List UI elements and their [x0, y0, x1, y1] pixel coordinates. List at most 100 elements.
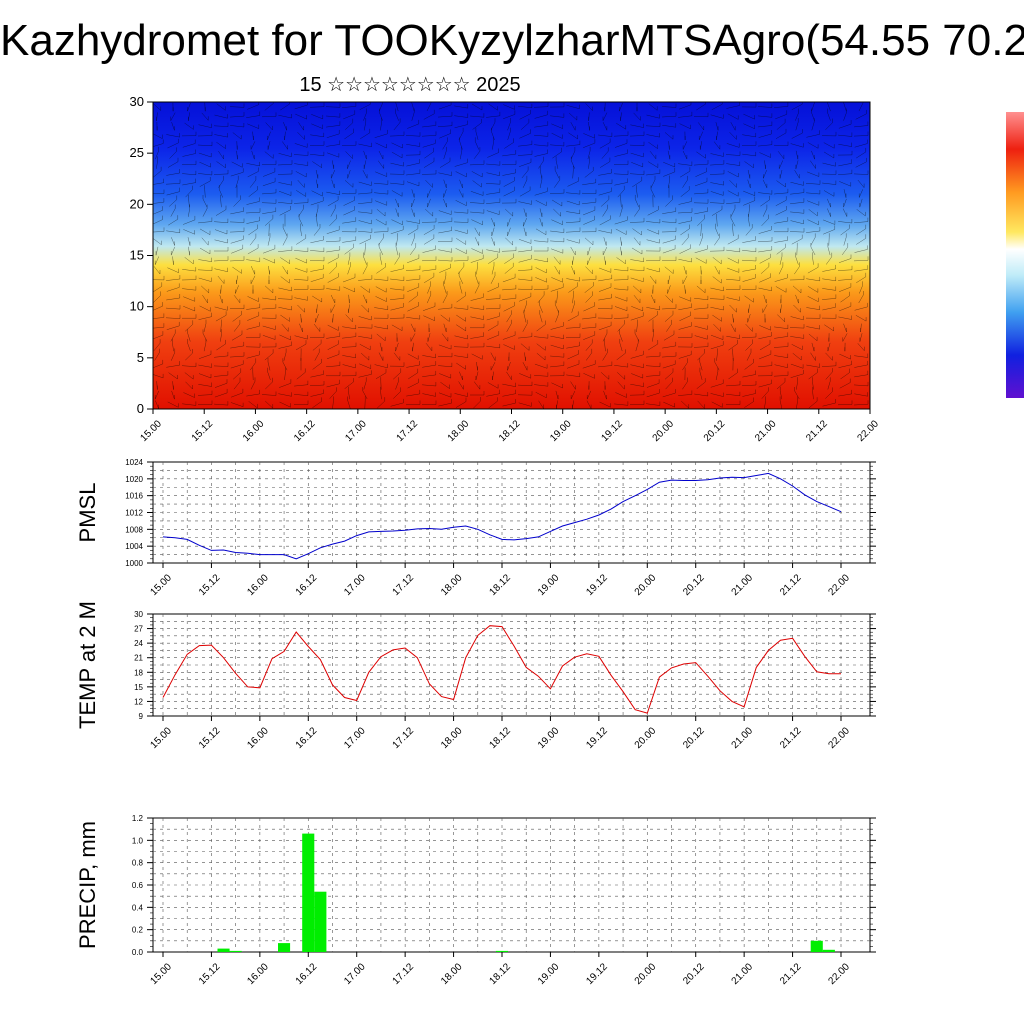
y-tick-label: 25 — [130, 145, 144, 160]
y-tick-label: 12 — [134, 697, 143, 706]
x-tick-label: 15.00 — [138, 418, 164, 444]
y-tick-label: 5 — [137, 350, 144, 365]
color-scale-bar — [1006, 112, 1024, 398]
x-tick-label: 17.00 — [342, 572, 368, 598]
y-tick-label: 20 — [130, 196, 144, 211]
x-tick-label: 21.12 — [778, 725, 804, 751]
x-tick-label: 19.12 — [584, 572, 610, 598]
x-tick-label: 18.12 — [487, 725, 513, 751]
y-tick-label: 30 — [130, 94, 144, 109]
y-tick-label: 1.0 — [132, 836, 144, 845]
x-tick-label: 21.12 — [804, 418, 830, 444]
y-tick-label: 9 — [139, 712, 144, 721]
grid — [153, 818, 870, 952]
x-tick-label: 20.00 — [633, 961, 659, 987]
x-tick-label: 22.00 — [826, 961, 852, 987]
y-tick-label: 24 — [134, 639, 143, 648]
y-tick-label: 0.8 — [132, 859, 144, 868]
x-tick-label: 18.12 — [487, 572, 513, 598]
heatmap-field — [153, 102, 870, 409]
x-tick-label: 18.00 — [439, 961, 465, 987]
y-tick-label: 1000 — [125, 559, 143, 568]
x-tick-label: 16.12 — [294, 725, 320, 751]
y-tick-label: 1008 — [125, 525, 143, 534]
y-tick-label: 10 — [130, 299, 144, 314]
x-tick-label: 15.00 — [148, 961, 174, 987]
x-tick-label: 20.12 — [681, 961, 707, 987]
wind-vectors — [153, 102, 869, 409]
chart-title: Kazhydromet for TOOKyzylzharMTSAgro(54.5… — [0, 16, 1024, 65]
y-axis-label: TEMP at 2 M — [75, 601, 100, 729]
x-tick-label: 21.00 — [730, 572, 756, 598]
y-tick-label: 21 — [134, 654, 143, 663]
x-tick-label: 21.00 — [730, 961, 756, 987]
x-tick-label: 19.00 — [536, 572, 562, 598]
x-tick-label: 20.12 — [702, 418, 728, 444]
x-tick-label: 20.12 — [681, 725, 707, 751]
chart-subtitle: 15 ☆☆☆☆☆☆☆☆ 2025 — [299, 74, 521, 96]
x-tick-label: 18.12 — [497, 418, 523, 444]
precip-bar — [314, 891, 327, 952]
x-tick-label: 17.12 — [395, 418, 421, 444]
y-tick-label: 0.0 — [132, 948, 144, 957]
y-tick-label: 15 — [134, 683, 143, 692]
wind-vector-overlay — [153, 102, 869, 409]
x-tick-label: 17.12 — [391, 572, 417, 598]
pmsl-line — [162, 472, 842, 560]
y-axis-label: PMSL — [75, 483, 100, 543]
precip-bar — [229, 950, 242, 952]
grid — [153, 462, 870, 563]
precip-bar — [810, 940, 823, 952]
x-tick-label: 16.12 — [294, 572, 320, 598]
x-tick-label: 17.12 — [391, 961, 417, 987]
y-tick-label: 1.2 — [132, 814, 144, 823]
x-tick-label: 17.00 — [342, 725, 368, 751]
x-tick-label: 15.12 — [197, 572, 223, 598]
x-tick-label: 20.00 — [633, 725, 659, 751]
y-tick-label: 0.6 — [132, 881, 144, 890]
x-tick-label: 18.12 — [487, 961, 513, 987]
x-tick-label: 16.00 — [245, 725, 271, 751]
x-tick-label: 16.00 — [245, 961, 271, 987]
y-tick-label: 1004 — [125, 542, 143, 551]
y-tick-label: 1016 — [125, 492, 143, 501]
x-tick-label: 21.00 — [730, 725, 756, 751]
x-tick-label: 16.00 — [245, 572, 271, 598]
x-tick-label: 18.00 — [446, 418, 472, 444]
precip-bar — [217, 948, 230, 952]
x-tick-label: 21.12 — [778, 572, 804, 598]
x-tick-label: 22.00 — [855, 418, 881, 444]
y-tick-label: 18 — [134, 668, 143, 677]
x-tick-label: 22.00 — [826, 725, 852, 751]
temp-line — [162, 625, 841, 714]
x-tick-label: 16.12 — [292, 418, 318, 444]
x-tick-label: 21.00 — [753, 418, 779, 444]
precip-bar — [278, 943, 291, 952]
x-tick-label: 20.00 — [651, 418, 677, 444]
x-tick-label: 16.00 — [241, 418, 267, 444]
y-tick-label: 0 — [137, 401, 144, 416]
x-tick-label: 19.00 — [536, 961, 562, 987]
y-tick-label: 1020 — [125, 475, 143, 484]
x-tick-label: 19.00 — [548, 418, 574, 444]
x-tick-label: 22.00 — [826, 572, 852, 598]
x-tick-label: 18.00 — [439, 725, 465, 751]
x-tick-label: 17.00 — [343, 418, 369, 444]
y-tick-label: 1024 — [125, 458, 143, 467]
x-tick-label: 20.12 — [681, 572, 707, 598]
x-tick-label: 21.12 — [778, 961, 804, 987]
x-tick-label: 15.12 — [197, 961, 223, 987]
y-tick-label: 15 — [130, 248, 144, 263]
x-tick-label: 18.00 — [439, 572, 465, 598]
x-tick-label: 15.00 — [148, 572, 174, 598]
y-tick-label: 1012 — [125, 509, 143, 518]
x-tick-label: 19.12 — [599, 418, 625, 444]
x-tick-label: 15.12 — [190, 418, 216, 444]
precip-bar — [495, 950, 508, 952]
x-tick-label: 15.00 — [148, 725, 174, 751]
y-tick-label: 27 — [134, 625, 143, 634]
y-tick-label: 30 — [134, 610, 143, 619]
x-tick-label: 19.00 — [536, 725, 562, 751]
y-axis-label: PRECIP, mm — [75, 821, 100, 949]
